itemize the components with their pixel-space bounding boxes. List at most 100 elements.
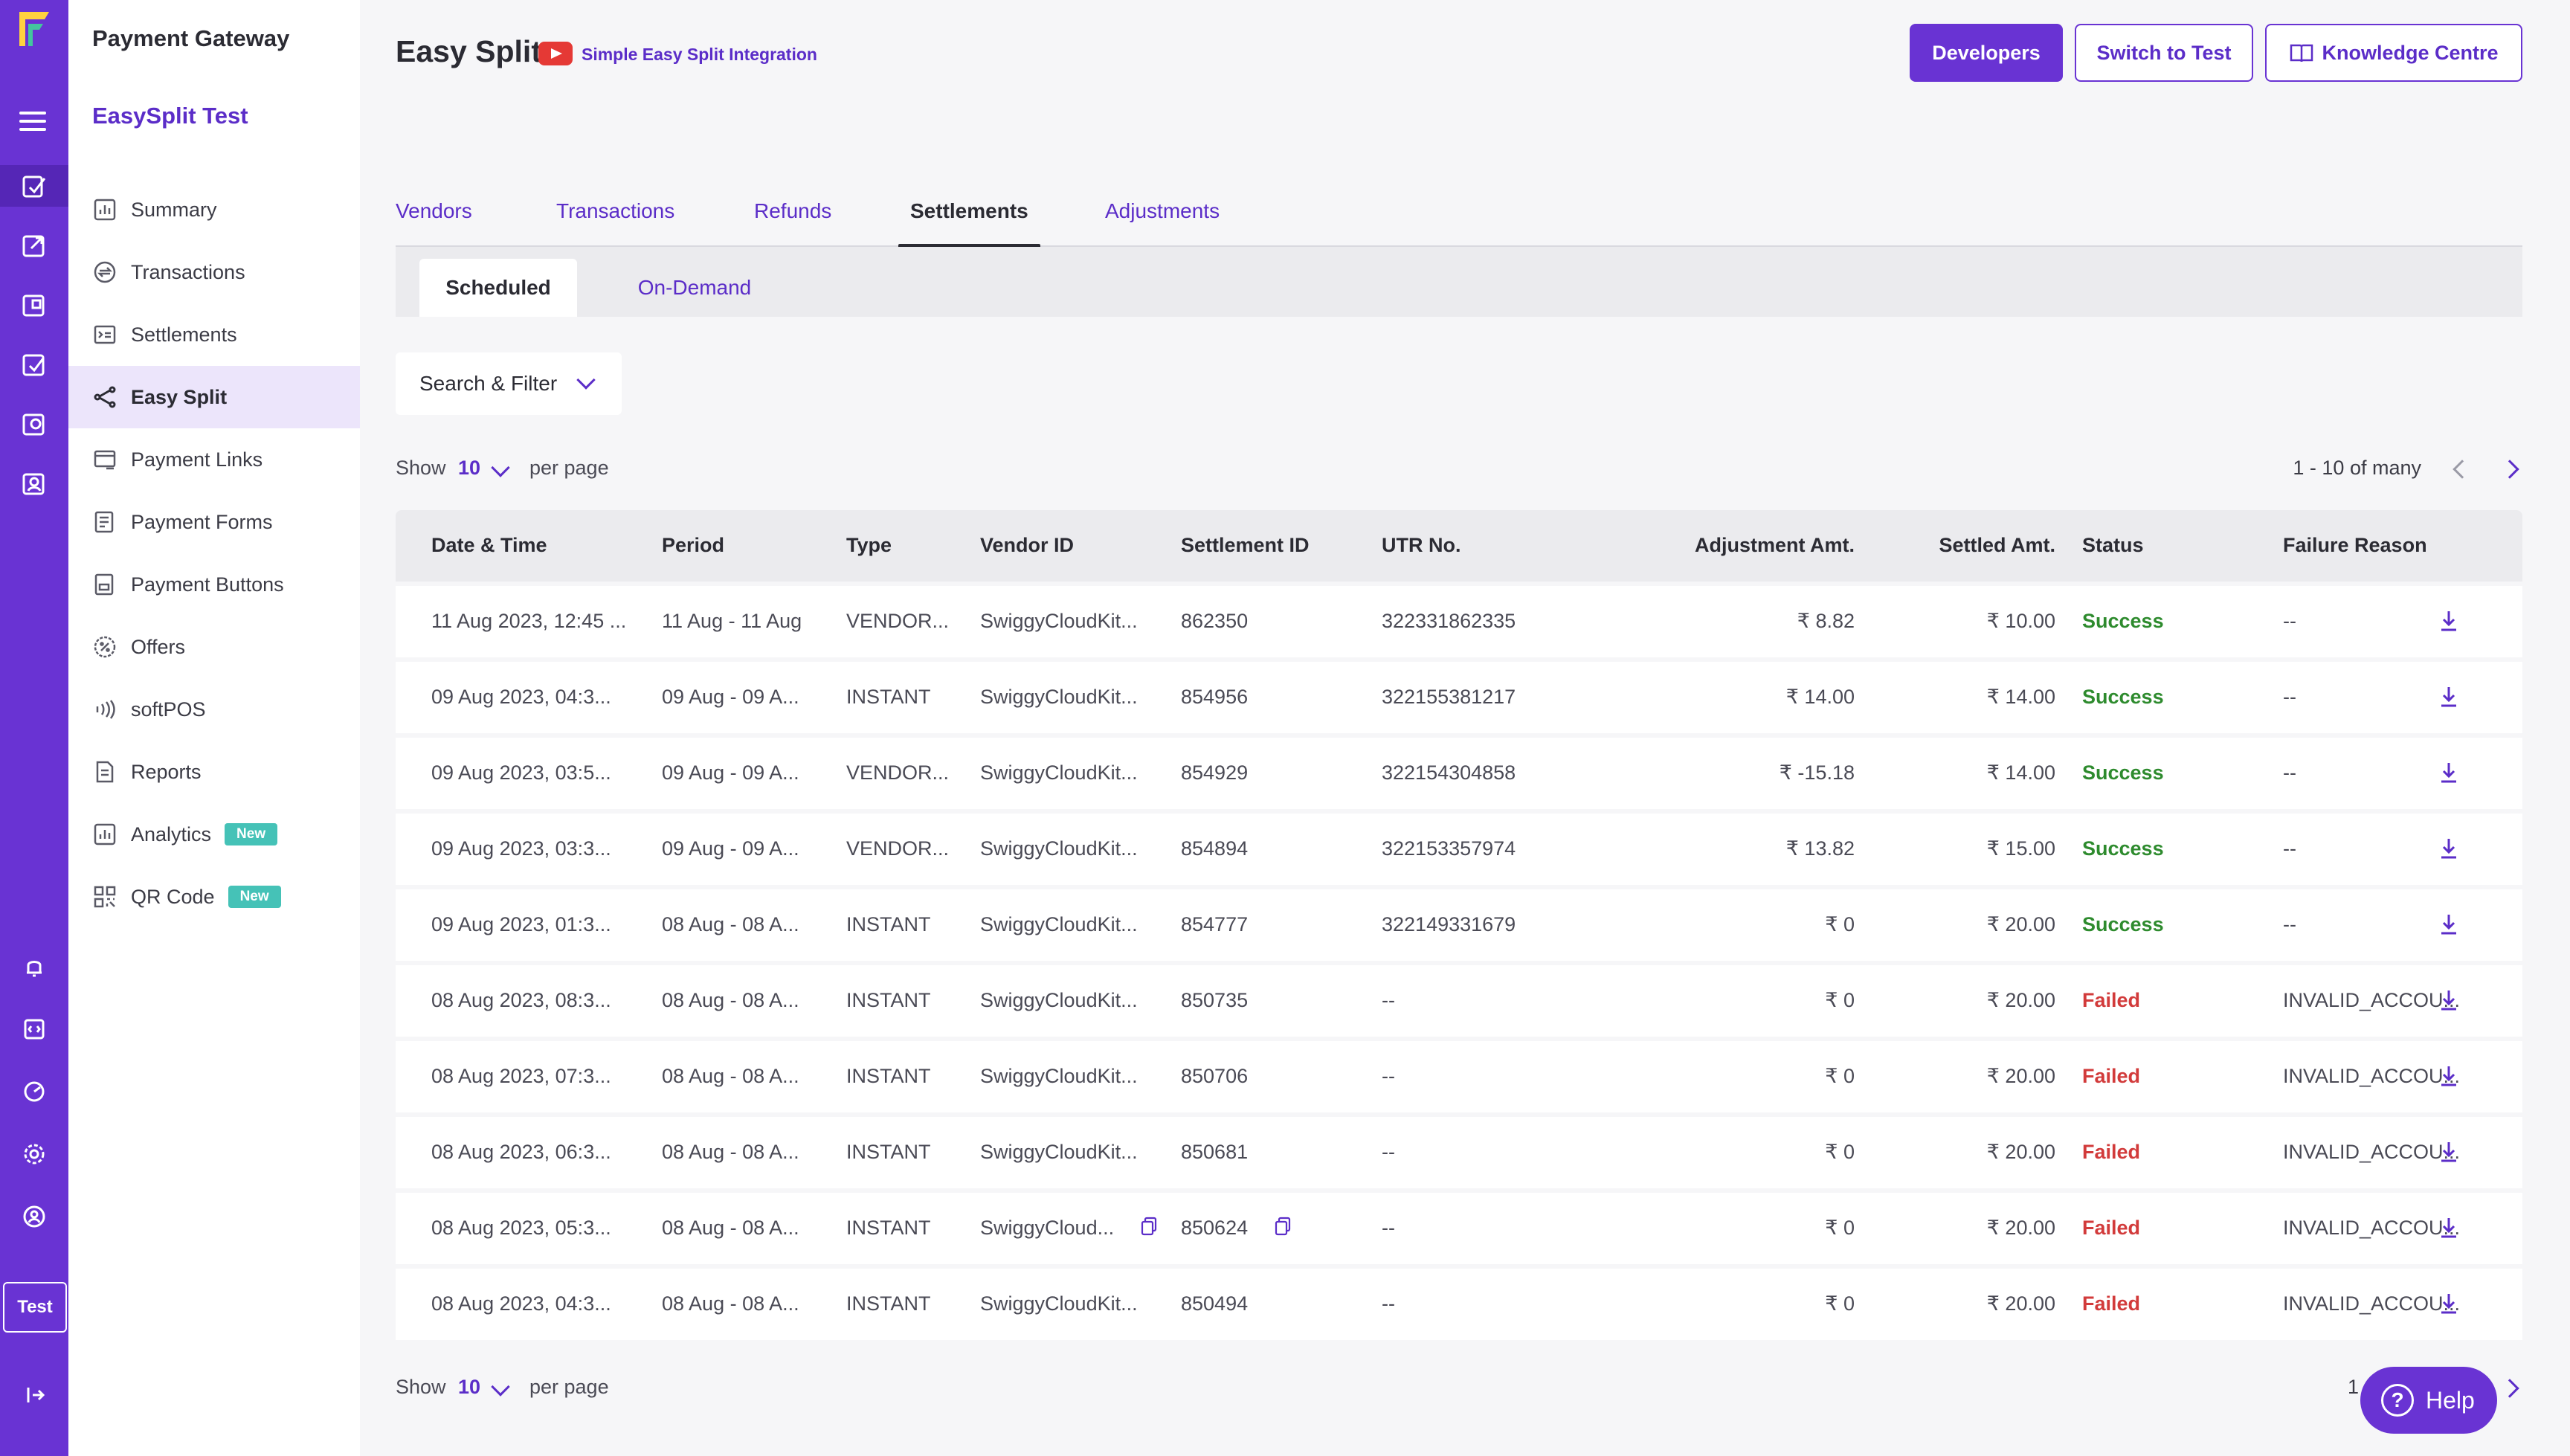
download-icon[interactable] [2438,1215,2460,1240]
table-row[interactable]: 08 Aug 2023, 05:3... 08 Aug - 08 A... INST… [396,1193,2522,1264]
download-icon[interactable] [2438,684,2460,709]
youtube-icon[interactable] [538,42,573,65]
cell-vendor-id: SwiggyCloudKit... [980,686,1138,708]
tab-settlements[interactable]: Settlements [898,199,1040,248]
cell-type: INSTANT [846,913,931,935]
table-body: 11 Aug 2023, 12:45 ... 11 Aug - 11 Aug VEN… [396,586,2522,1340]
table-row[interactable]: 09 Aug 2023, 01:3... 08 Aug - 08 A... INST… [396,889,2522,961]
search-filter-button[interactable]: Search & Filter [396,352,622,415]
cell-status: Success [2082,686,2164,708]
cell-period: 09 Aug - 09 A... [662,686,799,708]
subtab-on-demand[interactable]: On-Demand [637,276,752,299]
table-row[interactable]: 08 Aug 2023, 07:3... 08 Aug - 08 A... INST… [396,1041,2522,1112]
cell-settled-amt: ₹ 20.00 [1986,989,2055,1011]
offers-icon[interactable] [13,344,55,385]
sidebar-item-easy-split[interactable]: Easy Split [68,366,360,428]
per-page-select[interactable]: 10 [458,457,481,479]
test-mode-chip[interactable]: Test [3,1282,67,1333]
cell-status: Success [2082,837,2164,860]
cell-settled-amt: ₹ 14.00 [1986,686,2055,708]
sidebar-item-reports[interactable]: Reports [68,741,360,803]
sidebar-item-payment-forms[interactable]: Payment Forms [68,491,360,553]
cell-date-time: 09 Aug 2023, 01:3... [431,913,611,935]
next-page-icon[interactable] [2500,1379,2519,1398]
cell-settlement-id: 850681 [1181,1141,1249,1163]
form-icon [92,509,117,535]
per-page-select[interactable]: 10 [458,1376,481,1398]
sidebar-item-label: QR Code [131,885,215,908]
new-badge: New [225,823,278,845]
tab-refunds[interactable]: Refunds [754,199,832,222]
sidebar-item-payment-buttons[interactable]: Payment Buttons [68,553,360,616]
cell-type: INSTANT [846,989,931,1011]
table-row[interactable]: 11 Aug 2023, 12:45 ... 11 Aug - 11 Aug VEN… [396,586,2522,657]
cell-utr-no: -- [1382,1217,1395,1239]
cell-adjustment-amt: ₹ 0 [1825,1141,1855,1163]
sidebar-item-label: Offers [131,635,186,658]
cell-vendor-id: SwiggyCloudKit... [980,837,1138,860]
bell-icon[interactable] [13,946,55,988]
chevron-down-icon[interactable] [491,458,510,477]
download-icon[interactable] [2438,1139,2460,1165]
copy-icon[interactable] [1275,1217,1291,1236]
download-icon[interactable] [2438,988,2460,1013]
table-row[interactable]: 08 Aug 2023, 06:3... 08 Aug - 08 A... INST… [396,1117,2522,1188]
sidebar-item-summary[interactable]: Summary [68,178,360,241]
cell-utr-no: 322155381217 [1382,686,1516,708]
menu-icon[interactable] [19,112,46,132]
sidebar-item-label: Payment Links [131,448,263,471]
account-icon[interactable] [13,1196,55,1237]
payment-links-icon[interactable] [13,225,55,266]
prev-page-icon[interactable] [2453,460,2472,479]
sidebar-item-softpos[interactable]: softPOS [68,678,360,741]
cell-settlement-id: 854894 [1181,837,1249,860]
sidebar-item-payment-links[interactable]: Payment Links [68,428,360,491]
analytics-icon[interactable] [13,1071,55,1112]
page-range: 1 - 10 of many [2293,457,2421,479]
cell-settlement-id: 850624 [1181,1217,1249,1239]
sidebar-item-qr-code[interactable]: QR Code New [68,866,360,928]
sidebar-item-offers[interactable]: Offers [68,616,360,678]
table-row[interactable]: 09 Aug 2023, 03:5... 09 Aug - 09 A... VEND… [396,738,2522,809]
download-icon[interactable] [2438,1063,2460,1089]
reports-icon[interactable] [13,463,55,504]
cell-date-time: 08 Aug 2023, 07:3... [431,1065,611,1087]
integration-video-link[interactable]: Simple Easy Split Integration [582,45,817,64]
cell-adjustment-amt: ₹ 0 [1825,1217,1855,1239]
easy-split-icon[interactable] [0,165,68,207]
logout-icon[interactable] [13,1374,55,1416]
cell-failure-reason: INVALID_ACCOU... [2283,1065,2461,1087]
developers-button[interactable]: Developers [1910,24,2063,82]
settlements-icon[interactable] [13,284,55,326]
new-badge: New [228,886,281,908]
sidebar-item-analytics[interactable]: Analytics New [68,803,360,866]
download-icon[interactable] [2438,608,2460,634]
sidebar-item-transactions[interactable]: Transactions [68,241,360,303]
tab-transactions[interactable]: Transactions [556,199,675,222]
chevron-down-icon[interactable] [491,1377,510,1397]
knowledge-centre-button[interactable]: Knowledge Centre [2265,24,2522,82]
download-icon[interactable] [2438,912,2460,937]
download-icon[interactable] [2438,760,2460,785]
sidebar-item-settlements[interactable]: Settlements [68,303,360,366]
table-row[interactable]: 08 Aug 2023, 04:3... 08 Aug - 08 A... INST… [396,1269,2522,1340]
copy-icon[interactable] [1141,1217,1157,1236]
cell-date-time: 08 Aug 2023, 06:3... [431,1141,611,1163]
tab-vendors[interactable]: Vendors [396,199,472,222]
switch-to-test-button[interactable]: Switch to Test [2075,24,2253,82]
next-page-icon[interactable] [2500,460,2519,479]
table-row[interactable]: 09 Aug 2023, 04:3... 09 Aug - 09 A... INST… [396,662,2522,733]
forms-icon[interactable] [13,403,55,445]
table-row[interactable]: 08 Aug 2023, 08:3... 08 Aug - 08 A... INST… [396,965,2522,1037]
developer-icon[interactable] [13,1008,55,1050]
help-button[interactable]: ? Help [2360,1367,2497,1434]
sidebar-item-label: softPOS [131,698,206,721]
subtab-scheduled[interactable]: Scheduled [419,259,577,317]
gear-icon[interactable] [13,1133,55,1175]
download-icon[interactable] [2438,1291,2460,1316]
table-row[interactable]: 09 Aug 2023, 03:3... 09 Aug - 09 A... VEND… [396,814,2522,885]
tab-adjustments[interactable]: Adjustments [1105,199,1220,222]
download-icon[interactable] [2438,836,2460,861]
cell-period: 08 Aug - 08 A... [662,989,799,1011]
cell-status: Failed [2082,1217,2141,1239]
